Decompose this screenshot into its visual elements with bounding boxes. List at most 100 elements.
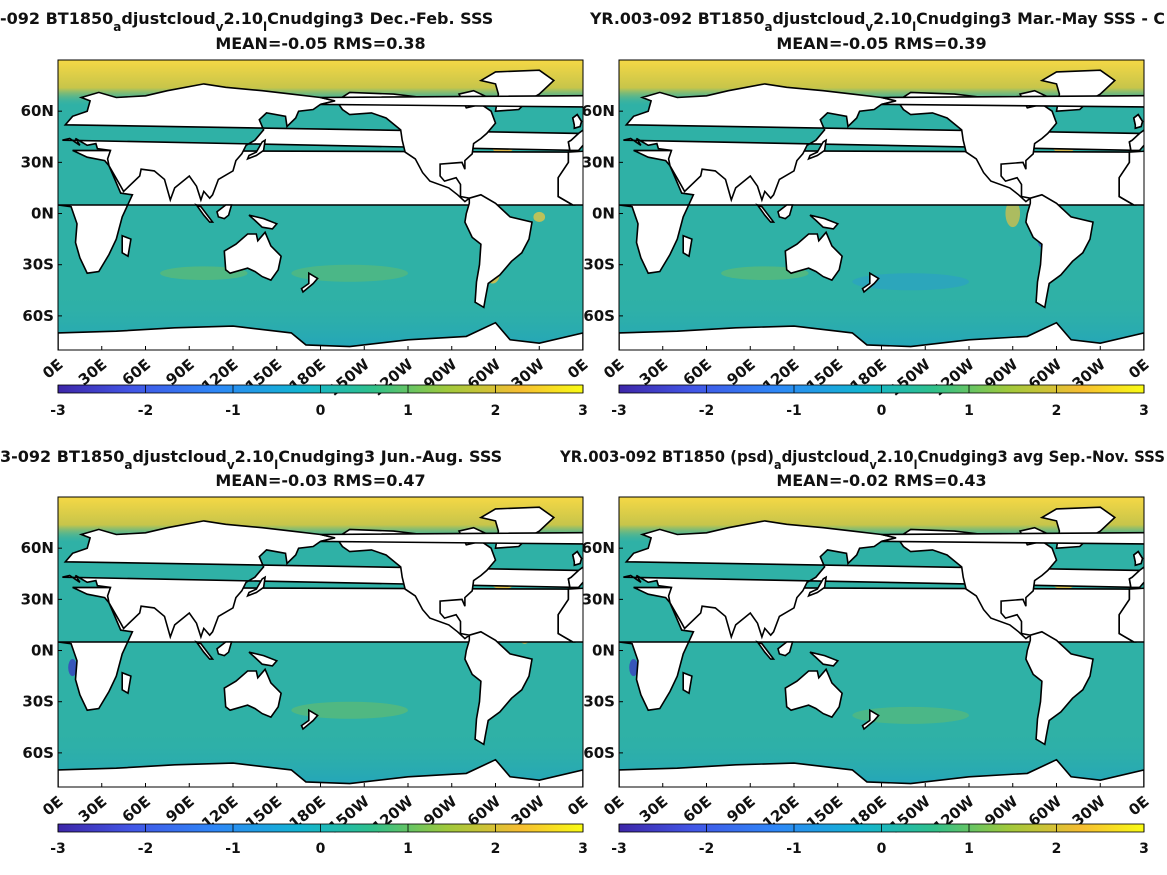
colorbar: -3 -2 -1 0 1 2 3 (611, 823, 1149, 857)
x-tick-label: 90E (723, 792, 758, 826)
land-eurasia-wrap (320, 94, 583, 152)
map-field (58, 60, 583, 350)
anomaly-patch (68, 659, 77, 677)
colorbar-tick-label: -1 (225, 403, 241, 419)
land-japan (807, 575, 828, 598)
land-eurasia (62, 520, 581, 640)
y-tick-label: 30S (22, 693, 54, 711)
land-nz (861, 708, 880, 731)
land-madagascar (682, 671, 693, 695)
x-tick-label: 0E (39, 792, 66, 819)
map-field (619, 60, 1144, 350)
colorbar-tick-label: -2 (699, 841, 715, 857)
x-tick-label: 60E (119, 792, 154, 826)
land-eurasia (62, 83, 581, 203)
colorbar-tick-label: -1 (786, 403, 802, 419)
land-australia (223, 667, 282, 719)
anomaly-patch (533, 211, 546, 223)
panel-stats: MEAN=-0.05 RMS=0.39 (776, 34, 986, 53)
colorbar-tick-label: -1 (225, 841, 241, 857)
panel-title: -092 BT1850adjustcloudv2.10lCnudging3 De… (0, 9, 493, 34)
map-panel-2: YR.003-092 BT1850adjustcloudv2.10lCnudgi… (582, 9, 1165, 419)
land-japan (807, 138, 828, 161)
land-sumatra (194, 640, 215, 660)
land-sumatra (755, 203, 776, 223)
land-samerica (1025, 630, 1094, 746)
y-tick-label: 30N (582, 153, 615, 171)
land-madagascar (682, 234, 693, 258)
y-tick-label: 60N (582, 102, 615, 120)
land-eurasia-wrap (881, 94, 1144, 152)
panel-title: YR.003-092 BT1850adjustcloudv2.10lCnudgi… (589, 9, 1165, 34)
x-tick-label: 0E (1125, 355, 1152, 382)
land-uk-wrap (1132, 113, 1144, 130)
x-tick-label: 0E (1125, 792, 1152, 819)
land-borneo (216, 204, 233, 220)
land-nz (300, 708, 319, 731)
land-australia (784, 230, 843, 282)
land-namerica (335, 528, 497, 640)
y-tick-label: 30N (21, 590, 54, 608)
land-japan (246, 575, 267, 598)
colorbar-tick-label: 1 (403, 841, 413, 857)
land-newguinea (248, 214, 279, 230)
y-tick-label: 0N (592, 642, 615, 660)
x-tick-label: 0E (600, 355, 627, 382)
x-tick-label: 30E (75, 355, 110, 389)
panel-stats: MEAN=-0.05 RMS=0.38 (215, 34, 425, 53)
y-tick-label: 0N (31, 205, 54, 223)
colorbar-tick-label: -3 (611, 841, 627, 857)
x-tick-label: 30E (636, 792, 671, 826)
colorbar-tick-label: 0 (877, 403, 887, 419)
x-tick-label: 60E (680, 792, 715, 826)
x-tick-label: 90E (162, 355, 197, 389)
land-australia (784, 667, 843, 719)
y-tick-label: 0N (592, 205, 615, 223)
colorbar-tick-label: -1 (786, 841, 802, 857)
colorbar: -3 -2 -1 0 1 2 3 (50, 384, 588, 419)
land-australia (223, 230, 282, 282)
land-madagascar (121, 671, 132, 695)
land-antarctica (619, 758, 1144, 787)
colorbar-tick-label: -2 (138, 841, 154, 857)
colorbar-tick-label: 2 (1052, 841, 1062, 857)
x-tick-label: 90E (723, 355, 758, 389)
y-tick-label: 60N (21, 539, 54, 557)
x-tick-label: 90E (162, 792, 197, 826)
land-borneo (777, 641, 794, 657)
colorbar-tick-label: 2 (1052, 403, 1062, 419)
land-antarctica (58, 758, 583, 787)
map-field (58, 497, 583, 787)
colorbar-tick-label: 2 (491, 841, 501, 857)
land-nz (300, 271, 319, 294)
land-sumatra (755, 640, 776, 660)
land-namerica (896, 528, 1058, 640)
x-tick-label: 0E (39, 355, 66, 382)
colorbar-tick-label: 0 (316, 841, 326, 857)
colorbar-tick-label: 0 (877, 841, 887, 857)
map-field (619, 497, 1144, 787)
x-tick-label: 60E (119, 355, 154, 389)
land-africa-wrap (557, 150, 583, 206)
colorbar-tick-label: 3 (1139, 841, 1149, 857)
x-tick-label: 60E (680, 355, 715, 389)
land-newguinea (248, 651, 279, 667)
colorbar-tick-label: 1 (964, 841, 974, 857)
colorbar-tick-label: 3 (578, 403, 588, 419)
land-uk-wrap (1132, 550, 1144, 567)
y-tick-label: 60N (21, 102, 54, 120)
panel-stats: MEAN=-0.03 RMS=0.47 (215, 471, 425, 490)
y-tick-label: 30S (22, 256, 54, 274)
anomaly-patch (852, 706, 970, 724)
colorbar: -3 -2 -1 0 1 2 3 (50, 823, 588, 857)
anomaly-patch (629, 659, 638, 677)
y-tick-label: 60S (583, 307, 615, 325)
land-borneo (777, 204, 794, 220)
land-antarctica (619, 321, 1144, 350)
colorbar: -3 -2 -1 0 1 2 3 (611, 384, 1149, 419)
colorbar-tick-label: -3 (611, 403, 627, 419)
land-nz (861, 271, 880, 294)
x-tick-label: 30E (636, 355, 671, 389)
x-tick-label: 30E (75, 792, 110, 826)
colorbar-tick-label: 0 (316, 403, 326, 419)
